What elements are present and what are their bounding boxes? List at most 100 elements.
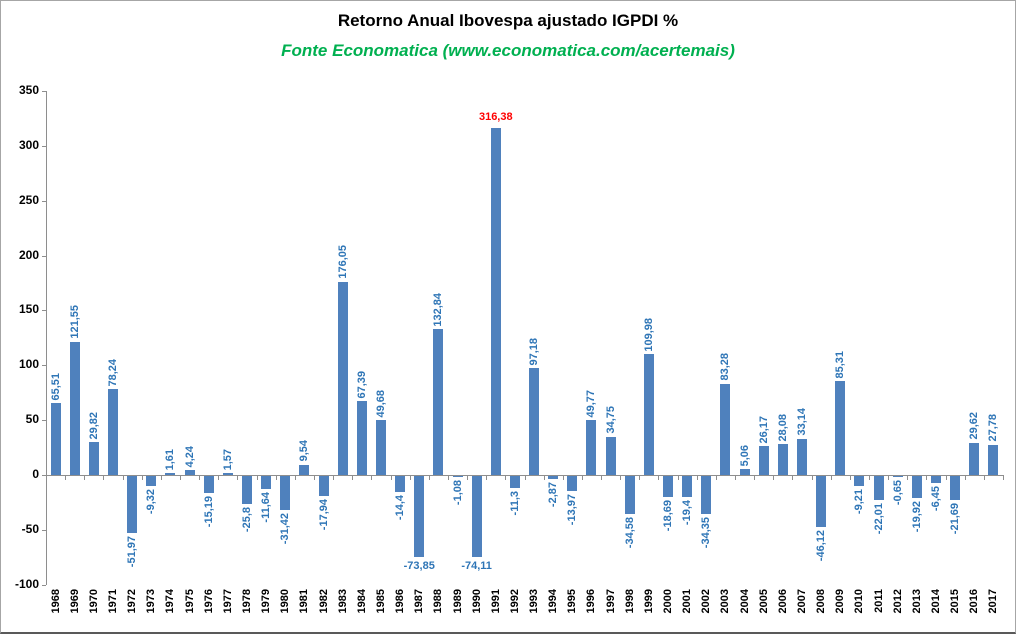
x-axis-tick-23 <box>486 475 488 480</box>
x-axis-tick-33 <box>677 475 679 480</box>
year-label-2015: 2015 <box>949 589 962 614</box>
y-axis-tick--50 <box>42 529 46 531</box>
bar-1982 <box>318 476 329 496</box>
bar-1969 <box>69 341 80 475</box>
x-axis-tick-4 <box>122 475 124 480</box>
data-label-1972: -51,97 <box>126 536 139 568</box>
x-axis-tick-48 <box>964 475 966 480</box>
data-label-2015: -21,69 <box>949 502 962 534</box>
year-label-1995: 1995 <box>566 589 579 614</box>
year-label-1976: 1976 <box>202 589 215 614</box>
bar-1986 <box>395 476 406 492</box>
year-label-1972: 1972 <box>126 589 139 614</box>
bar-2009 <box>835 381 846 475</box>
year-label-1975: 1975 <box>183 589 196 614</box>
x-axis-tick-50 <box>1003 475 1004 480</box>
bar-1997 <box>605 436 616 475</box>
x-axis-tick-37 <box>754 475 756 480</box>
data-label-2003: 83,28 <box>719 353 732 381</box>
bar-1989 <box>452 476 463 478</box>
bar-2013 <box>911 476 922 498</box>
bar-1978 <box>241 476 252 505</box>
year-label-2000: 2000 <box>662 589 675 614</box>
bar-1976 <box>203 476 214 493</box>
bar-2006 <box>777 444 788 475</box>
year-label-1986: 1986 <box>394 589 407 614</box>
x-axis-tick-41 <box>830 475 832 480</box>
x-axis-tick-35 <box>715 475 717 480</box>
bar-2016 <box>969 442 980 475</box>
y-axis-tick-label--100: -100 <box>14 576 39 591</box>
x-axis-tick-32 <box>658 475 660 480</box>
x-axis-tick-25 <box>524 475 526 480</box>
bar-2000 <box>663 476 674 497</box>
x-axis-tick-31 <box>639 475 641 480</box>
year-label-2007: 2007 <box>796 589 809 614</box>
y-axis-tick-300 <box>42 145 46 147</box>
data-label-1991: 316,38 <box>478 110 513 123</box>
y-axis-tick-350 <box>42 91 46 92</box>
data-label-1973: -9,32 <box>145 489 158 515</box>
bar-1987 <box>414 476 425 558</box>
data-label-1980: -31,42 <box>279 513 292 545</box>
data-label-1992: -11,3 <box>508 491 521 516</box>
x-axis-tick-43 <box>869 475 871 480</box>
data-label-1977: 1,57 <box>221 448 234 471</box>
data-label-1969: 121,55 <box>68 305 81 339</box>
year-label-1971: 1971 <box>106 589 119 614</box>
year-label-1973: 1973 <box>145 589 158 614</box>
x-axis-tick-36 <box>735 475 737 480</box>
bar-2017 <box>988 444 999 475</box>
year-label-2014: 2014 <box>930 589 942 614</box>
data-label-1988: 132,84 <box>432 292 445 327</box>
year-label-1997: 1997 <box>604 589 617 614</box>
data-label-1975: 4,24 <box>183 445 196 468</box>
bar-1973 <box>146 476 157 487</box>
x-axis-tick-6 <box>160 475 162 480</box>
data-label-2009: 85,31 <box>834 350 847 379</box>
bar-1979 <box>261 476 272 489</box>
year-label-1968: 1968 <box>49 589 62 614</box>
bar-1996 <box>586 420 597 475</box>
data-label-2001: -19,4 <box>681 500 694 526</box>
y-axis-tick-0 <box>42 475 46 476</box>
year-label-1978: 1978 <box>240 589 253 614</box>
bar-2004 <box>739 469 750 475</box>
data-label-2014: -6,45 <box>930 486 942 512</box>
year-label-1981: 1981 <box>298 589 311 614</box>
y-axis-tick-label-350: 350 <box>18 83 39 97</box>
x-axis-tick-38 <box>773 475 775 480</box>
year-label-1993: 1993 <box>528 589 541 614</box>
year-label-2002: 2002 <box>700 589 713 614</box>
y-axis-tick-label-0: 0 <box>32 467 39 481</box>
data-label-1990: -74,11 <box>461 560 492 573</box>
data-label-2016: 29,62 <box>968 411 981 440</box>
data-label-1989: -1,08 <box>451 480 464 506</box>
y-axis-tick-200 <box>42 255 46 257</box>
year-label-2011: 2011 <box>872 589 885 613</box>
bar-1988 <box>433 329 444 475</box>
bar-1985 <box>375 420 386 475</box>
x-axis-tick-9 <box>218 475 220 480</box>
x-axis-tick-14 <box>313 475 315 480</box>
data-label-1983: 176,05 <box>336 245 349 279</box>
y-axis-tick-label-300: 300 <box>18 137 39 152</box>
data-label-1978: -25,8 <box>240 507 253 533</box>
bar-2002 <box>701 476 712 514</box>
data-label-1997: 34,75 <box>604 406 617 434</box>
bar-1968 <box>50 403 61 475</box>
data-label-1999: 109,98 <box>642 317 655 352</box>
year-label-1990: 1990 <box>470 589 483 614</box>
data-label-2011: -22,01 <box>872 503 885 535</box>
x-axis-tick-16 <box>352 475 354 480</box>
year-label-1970: 1970 <box>87 589 100 614</box>
x-axis-tick-8 <box>199 475 201 480</box>
year-label-1989: 1989 <box>451 589 464 614</box>
year-label-2006: 2006 <box>776 589 789 614</box>
year-label-2008: 2008 <box>815 589 828 614</box>
year-label-2012: 2012 <box>891 589 904 614</box>
x-axis-tick-40 <box>811 475 813 480</box>
data-label-1994: -2,87 <box>547 482 560 508</box>
year-label-1977: 1977 <box>221 589 234 614</box>
